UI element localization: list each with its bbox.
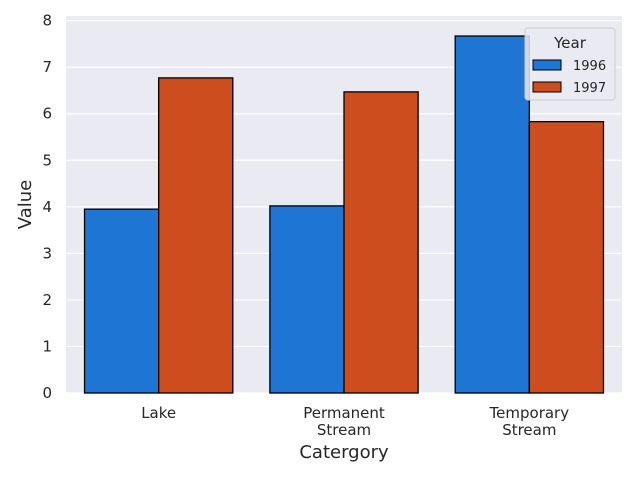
x-tick-label: Lake: [141, 404, 176, 422]
x-axis-label: Catergory: [299, 442, 389, 463]
bar-1996-2: [454, 35, 530, 394]
legend-swatch-1997: [532, 81, 562, 93]
legend-items: 1996 1997: [532, 59, 606, 96]
y-tick-labels: 0 1 2 3 4 5 6 7 8: [42, 12, 52, 402]
bar-1997-1: [343, 91, 419, 394]
legend-swatch-1996: [532, 59, 562, 71]
bar-1997-2: [528, 121, 605, 394]
bar-1996-0: [83, 208, 160, 394]
x-tick-label: Permanent Stream: [303, 404, 385, 439]
y-tick-label: 5: [42, 151, 52, 169]
y-tick-label: 0: [42, 384, 52, 402]
legend: Year 1996 1997: [524, 27, 616, 101]
y-tick-label: 2: [42, 291, 52, 309]
y-axis-label: Value: [15, 180, 36, 229]
y-tick-label: 7: [42, 58, 52, 76]
bar-1996-1: [269, 205, 345, 394]
y-tick-label: 4: [42, 198, 52, 216]
y-tick-label: 8: [42, 12, 52, 30]
y-tick-label: 3: [42, 244, 52, 262]
y-tick-label: 1: [42, 337, 52, 355]
x-tick-labels: Lake Permanent Stream Temporary Stream: [141, 404, 569, 439]
legend-label: 1996: [573, 59, 606, 74]
bars: [83, 35, 605, 394]
y-tick-label: 6: [42, 105, 52, 123]
legend-title: Year: [553, 34, 587, 52]
x-tick-label: Temporary Stream: [489, 404, 570, 439]
bar-1997-0: [158, 77, 234, 394]
legend-label: 1997: [573, 81, 606, 96]
